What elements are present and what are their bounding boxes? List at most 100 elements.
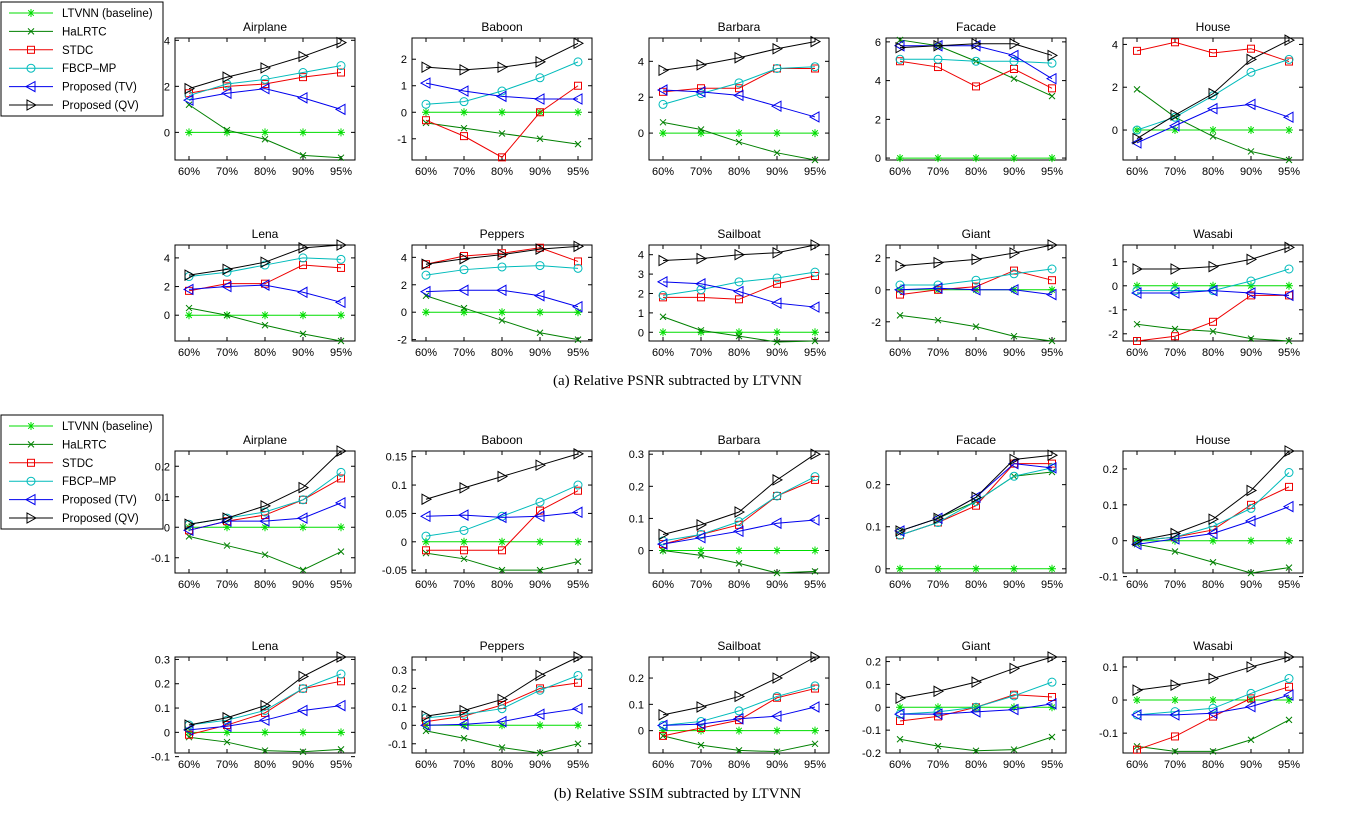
- subplot-title: Wasabi: [1193, 639, 1233, 653]
- x-tick-label: 95%: [1278, 166, 1300, 178]
- data-point: [220, 280, 232, 293]
- series-line: [188, 264, 342, 292]
- data-point: [971, 37, 983, 50]
- data-point: [1171, 732, 1179, 741]
- series-line: [426, 490, 579, 551]
- x-tick-label: 70%: [216, 759, 238, 771]
- data-point: [696, 518, 708, 531]
- series-line: [425, 245, 579, 265]
- x-tick-label: 80%: [1202, 759, 1224, 771]
- data-point: [459, 63, 471, 76]
- series-line: [1136, 543, 1290, 574]
- data-point: [459, 252, 471, 265]
- series-line: [188, 502, 342, 531]
- data-point: [1206, 102, 1218, 115]
- series-line: [188, 705, 342, 731]
- legend-label: Proposed (QV): [62, 100, 139, 112]
- data-point: [810, 239, 822, 251]
- data-point: [1010, 564, 1018, 573]
- x-tick-label: 70%: [453, 347, 475, 359]
- data-point: [1247, 335, 1255, 342]
- data-point: [184, 518, 196, 531]
- data-point: [1133, 536, 1141, 545]
- data-point: [1132, 125, 1142, 135]
- x-tick-label: 90%: [766, 347, 788, 359]
- data-point: [574, 336, 582, 343]
- data-point: [933, 685, 945, 698]
- subplot: Baboon -1 0 1 2 60% 70% 80% 90% 95%: [397, 20, 593, 178]
- data-point: [459, 265, 469, 275]
- data-point: [735, 726, 743, 735]
- data-point: [772, 64, 782, 73]
- series-line: [188, 450, 342, 525]
- data-point: [773, 149, 781, 157]
- data-point: [896, 154, 904, 163]
- legend-marker: [24, 80, 36, 93]
- x-tick-label: 80%: [254, 759, 276, 771]
- data-point: [574, 740, 582, 748]
- data-point: [260, 256, 272, 269]
- data-point: [573, 670, 583, 680]
- data-point: [1246, 688, 1256, 698]
- data-point: [1047, 239, 1059, 251]
- data-point: [1010, 332, 1018, 340]
- x-tick-label: 60%: [652, 759, 674, 771]
- y-tick-label: 0: [164, 522, 170, 534]
- data-point: [811, 475, 819, 484]
- x-tick-label: 70%: [216, 347, 238, 359]
- legend-marker: [27, 28, 35, 35]
- y-tick-label: 0.2: [155, 679, 170, 691]
- data-point: [972, 323, 980, 330]
- data-point: [895, 692, 907, 704]
- data-point: [299, 566, 307, 574]
- data-point: [895, 41, 907, 54]
- data-point: [1284, 264, 1294, 274]
- y-tick-label: 0: [401, 720, 407, 732]
- data-point: [421, 710, 433, 722]
- data-point: [1009, 269, 1019, 279]
- data-point: [1009, 471, 1019, 481]
- data-point: [498, 566, 506, 574]
- series-line: [1136, 486, 1290, 542]
- data-point: [1130, 137, 1142, 149]
- legend: LTVNN (baseline) HaLRTC STDC FBCP–MP Propose…: [0, 414, 164, 530]
- data-point: [734, 506, 746, 518]
- data-point: [659, 129, 667, 138]
- data-point: [573, 263, 583, 273]
- series-line: [1136, 294, 1289, 342]
- data-point: [1170, 263, 1182, 275]
- x-tick-label: 80%: [491, 166, 513, 178]
- data-point: [536, 506, 544, 515]
- legend-marker: [26, 512, 38, 524]
- data-point: [574, 721, 582, 730]
- data-point: [893, 283, 905, 296]
- data-point: [296, 512, 308, 524]
- data-point: [1045, 288, 1057, 301]
- caption-b: (b) Relative SSIM subtracted by LTVNN: [553, 786, 802, 802]
- data-point: [497, 470, 509, 483]
- series-line: [425, 484, 579, 537]
- data-point: [185, 101, 193, 109]
- series-line: [1137, 290, 1290, 296]
- x-tick-label: 80%: [254, 166, 276, 178]
- x-tick-label: 95%: [804, 166, 826, 178]
- data-point: [1285, 536, 1293, 545]
- data-point: [574, 140, 582, 148]
- data-point: [1045, 461, 1057, 474]
- data-point: [1209, 536, 1217, 545]
- series-line: [188, 478, 342, 531]
- y-tick-label: 0.05: [386, 508, 407, 520]
- data-point: [972, 564, 980, 573]
- x-tick-label: 80%: [254, 347, 276, 359]
- data-point: [1171, 696, 1179, 705]
- legend-label: LTVNN (baseline): [62, 8, 153, 20]
- data-point: [535, 73, 545, 83]
- x-tick-label: 90%: [1240, 166, 1262, 178]
- x-tick-label: 70%: [690, 166, 712, 178]
- data-point: [773, 748, 781, 756]
- data-point: [896, 564, 904, 573]
- y-tick-label: -0.1: [1099, 728, 1118, 740]
- data-point: [337, 68, 345, 77]
- data-point: [1284, 674, 1294, 684]
- data-point: [934, 154, 942, 163]
